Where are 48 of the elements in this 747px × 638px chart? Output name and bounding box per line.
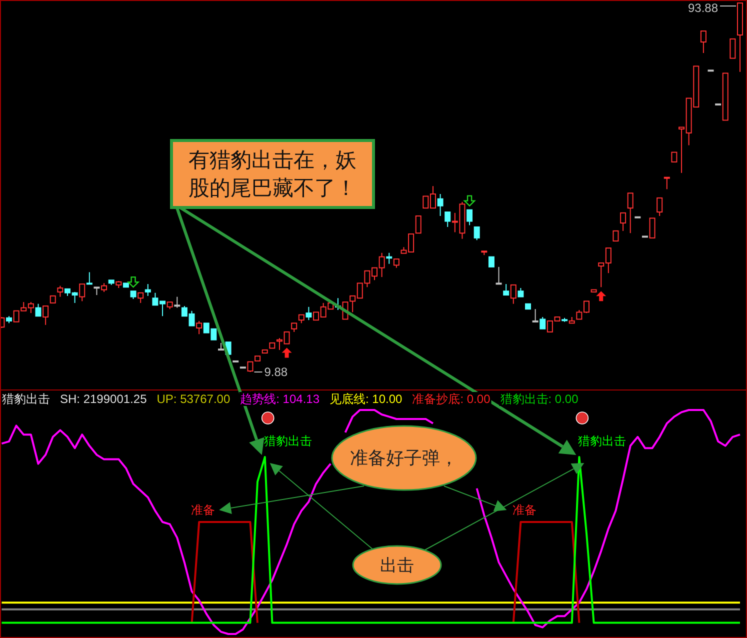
candlestick bbox=[540, 316, 546, 330]
annotation: 有猎豹出击在，妖股的尾巴藏不了！ bbox=[170, 139, 375, 209]
text: UP: 53767.00 bbox=[156, 392, 230, 406]
annotation: 准备 bbox=[512, 503, 537, 517]
annotation: 93.88 bbox=[688, 1, 718, 15]
candlestick bbox=[700, 30, 706, 54]
candlestick bbox=[444, 212, 451, 228]
candlestick bbox=[510, 284, 516, 304]
candlestick bbox=[386, 252, 392, 264]
annotation: 猎豹出击 bbox=[264, 434, 312, 448]
candlestick bbox=[656, 197, 663, 216]
candlestick bbox=[503, 284, 510, 296]
candlestick bbox=[42, 306, 49, 326]
candlestick bbox=[247, 361, 254, 372]
chart-title: 猎豹出击 bbox=[2, 392, 50, 406]
candlestick bbox=[620, 212, 626, 232]
annotation: 出击 bbox=[380, 556, 414, 576]
candlestick bbox=[612, 230, 619, 242]
text: 趋势线: 104.13 bbox=[240, 392, 320, 406]
candlestick bbox=[196, 320, 202, 335]
candlestick bbox=[496, 266, 502, 285]
candlestick bbox=[437, 194, 444, 216]
candlestick bbox=[415, 215, 422, 234]
annotation: 猎豹出击 bbox=[578, 434, 626, 448]
candlestick bbox=[35, 303, 42, 317]
candlestick bbox=[474, 226, 480, 241]
candlestick bbox=[466, 209, 473, 226]
candlestick bbox=[664, 176, 670, 190]
candlestick bbox=[671, 152, 678, 162]
candlestick bbox=[57, 285, 64, 298]
candlestick bbox=[174, 296, 180, 308]
candlestick bbox=[730, 38, 736, 59]
candlestick bbox=[649, 218, 656, 238]
text: 见底线: 10.00 bbox=[330, 392, 403, 406]
candlestick bbox=[86, 272, 92, 285]
candlestick bbox=[144, 284, 151, 296]
text: 准备抄底: 0.00 bbox=[412, 392, 491, 406]
text: SH: 2199001.25 bbox=[60, 392, 148, 406]
candlestick bbox=[79, 284, 86, 302]
candlestick bbox=[627, 192, 634, 234]
candlestick bbox=[138, 292, 144, 304]
text: 猎豹出击: 0.00 bbox=[500, 392, 579, 406]
candlestick bbox=[488, 256, 494, 268]
annotation: 准备好子弹， bbox=[350, 448, 458, 469]
candlestick bbox=[306, 306, 312, 321]
annotation: 准备 bbox=[191, 503, 216, 517]
annotation: 9.88 bbox=[264, 365, 288, 379]
candlestick bbox=[532, 308, 538, 322]
